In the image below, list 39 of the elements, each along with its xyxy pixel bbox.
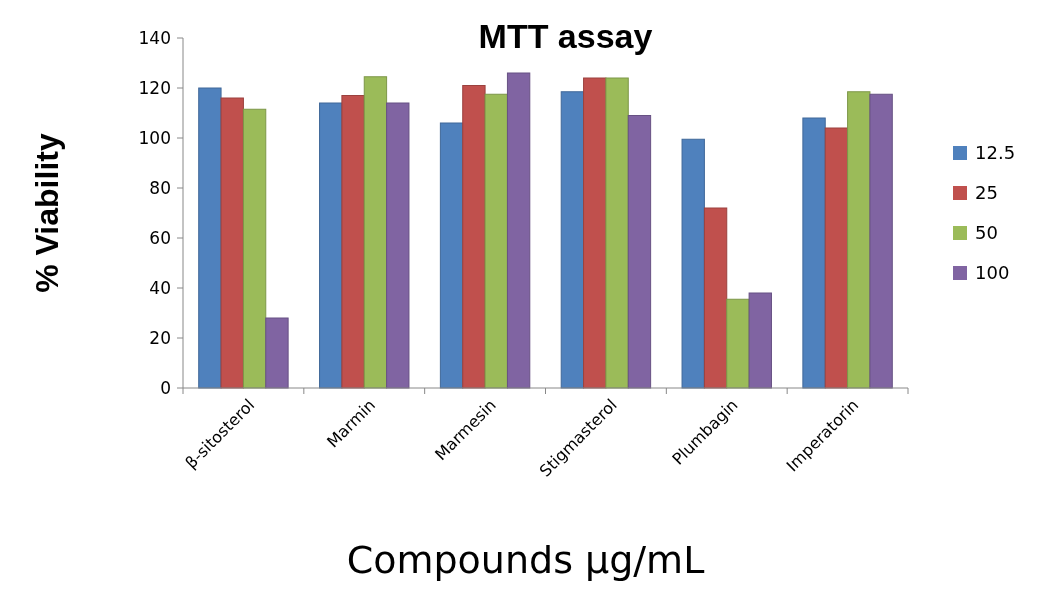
bar: [560, 91, 585, 389]
bar: [726, 298, 750, 389]
x-axis-title: Compounds µg/mL: [346, 538, 705, 582]
y-tick-label: 60: [149, 227, 171, 248]
bar: [341, 95, 365, 389]
y-tick-label: 120: [138, 77, 171, 98]
bar: [506, 72, 531, 389]
bar: [802, 117, 826, 389]
bar: [627, 115, 652, 389]
legend-label: 25: [975, 182, 998, 204]
y-tick-label: 0: [160, 377, 171, 398]
bar: [220, 97, 244, 389]
bar: [484, 93, 508, 389]
y-tick-label: 20: [149, 327, 171, 348]
bar: [748, 292, 772, 389]
bar: [847, 91, 871, 389]
y-tick-label: 140: [138, 27, 171, 48]
bar: [319, 102, 343, 389]
bar: [681, 138, 705, 389]
legend-label: 100: [975, 262, 1010, 284]
bar: [386, 102, 410, 389]
bar: [198, 87, 222, 389]
y-tick-label: 40: [149, 277, 171, 298]
bar: [869, 93, 893, 389]
bar: [265, 317, 289, 389]
bar: [703, 207, 728, 389]
bar: [439, 122, 464, 389]
bar: [824, 127, 849, 389]
y-axis-title: % Viability: [29, 133, 65, 293]
bar: [462, 85, 486, 389]
y-tick-label: 100: [138, 127, 171, 148]
legend-label: 12.5: [975, 142, 1016, 164]
bar: [363, 76, 388, 389]
legend-label: 50: [975, 222, 998, 244]
bar: [605, 77, 629, 389]
chart-title: MTT assay: [478, 17, 653, 55]
bar: [242, 108, 267, 389]
bar: [583, 77, 607, 389]
y-tick-label: 80: [149, 177, 171, 198]
